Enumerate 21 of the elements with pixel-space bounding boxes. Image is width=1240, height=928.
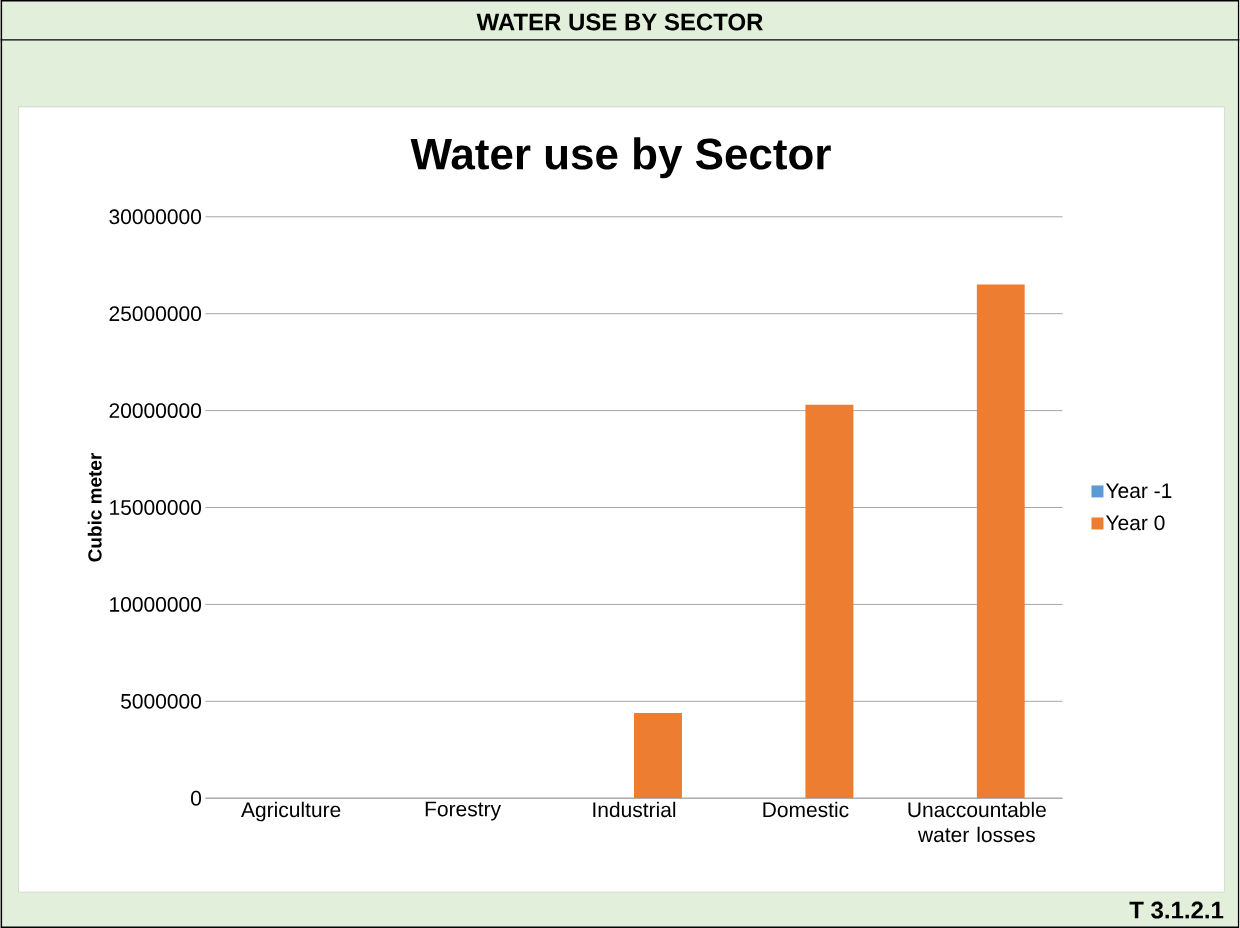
legend-label: Year 0 bbox=[1105, 515, 1165, 531]
y-tick-label: 25000000 bbox=[109, 306, 202, 322]
chart-title: Water use by Sector bbox=[410, 137, 831, 179]
y-tick-label: 10000000 bbox=[110, 596, 202, 612]
y-tick-label: 5000000 bbox=[121, 693, 202, 709]
legend-label: Year -1 bbox=[1105, 483, 1172, 499]
x-tick-label: Unaccountable water losses bbox=[908, 801, 1046, 843]
x-tick-label: Forestry bbox=[425, 801, 501, 821]
x-tick-label: Industrial bbox=[593, 801, 676, 818]
y-tick-label: 30000000 bbox=[109, 209, 202, 225]
bar bbox=[633, 712, 682, 799]
y-tick-label: 15000000 bbox=[110, 500, 202, 515]
x-tick-label: Domestic bbox=[763, 801, 849, 818]
y-tick-label: 20000000 bbox=[109, 403, 202, 418]
y-axis-title: Cubic meter bbox=[87, 452, 102, 562]
bar bbox=[805, 404, 854, 799]
y-tick-label: 0 bbox=[191, 790, 202, 806]
x-tick-label: Agriculture bbox=[241, 801, 341, 822]
text: T 3.1.2.1 bbox=[1129, 901, 1224, 919]
text: WATER USE BY SECTOR bbox=[476, 13, 763, 31]
bar bbox=[976, 284, 1025, 799]
